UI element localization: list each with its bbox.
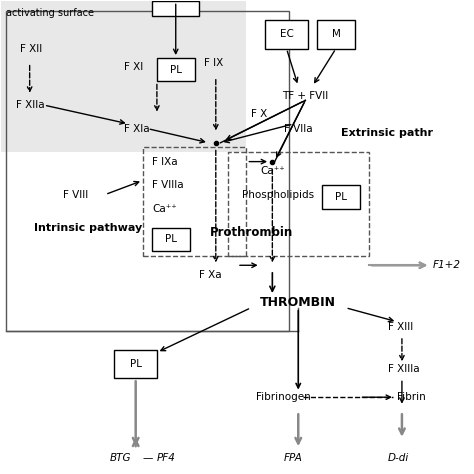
- Text: PL: PL: [335, 192, 346, 202]
- Text: F Xa: F Xa: [199, 270, 222, 280]
- Bar: [157, 58, 195, 82]
- Bar: [265, 20, 308, 48]
- Bar: [1, 1, 246, 152]
- Text: Intrinsic pathway: Intrinsic pathway: [35, 223, 143, 233]
- Text: F XII: F XII: [20, 44, 43, 54]
- Text: F IX: F IX: [204, 58, 223, 68]
- Text: —: —: [143, 454, 153, 464]
- Text: D-di: D-di: [388, 454, 409, 464]
- Bar: [152, 1, 199, 16]
- Text: F XIIIa: F XIIIa: [388, 364, 419, 374]
- Text: F XIII: F XIII: [388, 321, 413, 331]
- Text: M: M: [331, 29, 340, 39]
- Bar: [228, 152, 369, 256]
- Text: F1+2: F1+2: [433, 260, 461, 270]
- Text: PL: PL: [165, 234, 177, 245]
- Text: FPA: FPA: [284, 454, 303, 464]
- Bar: [143, 147, 246, 256]
- Bar: [115, 350, 157, 378]
- Bar: [322, 185, 359, 209]
- Text: THROMBIN: THROMBIN: [260, 296, 336, 310]
- Text: F VIIIa: F VIIIa: [152, 180, 184, 190]
- Text: F XIIa: F XIIa: [16, 100, 44, 110]
- Text: Phospholipids: Phospholipids: [242, 190, 314, 200]
- Text: F X: F X: [251, 109, 267, 119]
- Text: EC: EC: [280, 29, 293, 39]
- Text: F VIII: F VIII: [63, 190, 88, 200]
- Bar: [6, 11, 289, 331]
- Text: F XIa: F XIa: [124, 124, 149, 134]
- Bar: [152, 228, 190, 251]
- Text: Extrinsic pathr: Extrinsic pathr: [341, 128, 433, 138]
- Text: PL: PL: [170, 65, 182, 75]
- Text: F IXa: F IXa: [152, 156, 178, 166]
- Text: Ca⁺⁺: Ca⁺⁺: [152, 204, 177, 214]
- Text: F XI: F XI: [124, 63, 143, 73]
- Text: PL: PL: [130, 359, 142, 369]
- Bar: [317, 20, 355, 48]
- Text: Prothrombin: Prothrombin: [210, 226, 293, 239]
- Text: Ca⁺⁺: Ca⁺⁺: [261, 166, 285, 176]
- Text: Fibrin: Fibrin: [397, 392, 426, 402]
- Text: PF4: PF4: [157, 454, 176, 464]
- Text: Fibrinogen: Fibrinogen: [256, 392, 310, 402]
- Text: BTG: BTG: [110, 454, 131, 464]
- Text: TF + FVII: TF + FVII: [282, 91, 328, 100]
- Text: F VIIa: F VIIa: [284, 124, 313, 134]
- Text: activating surface: activating surface: [6, 9, 94, 18]
